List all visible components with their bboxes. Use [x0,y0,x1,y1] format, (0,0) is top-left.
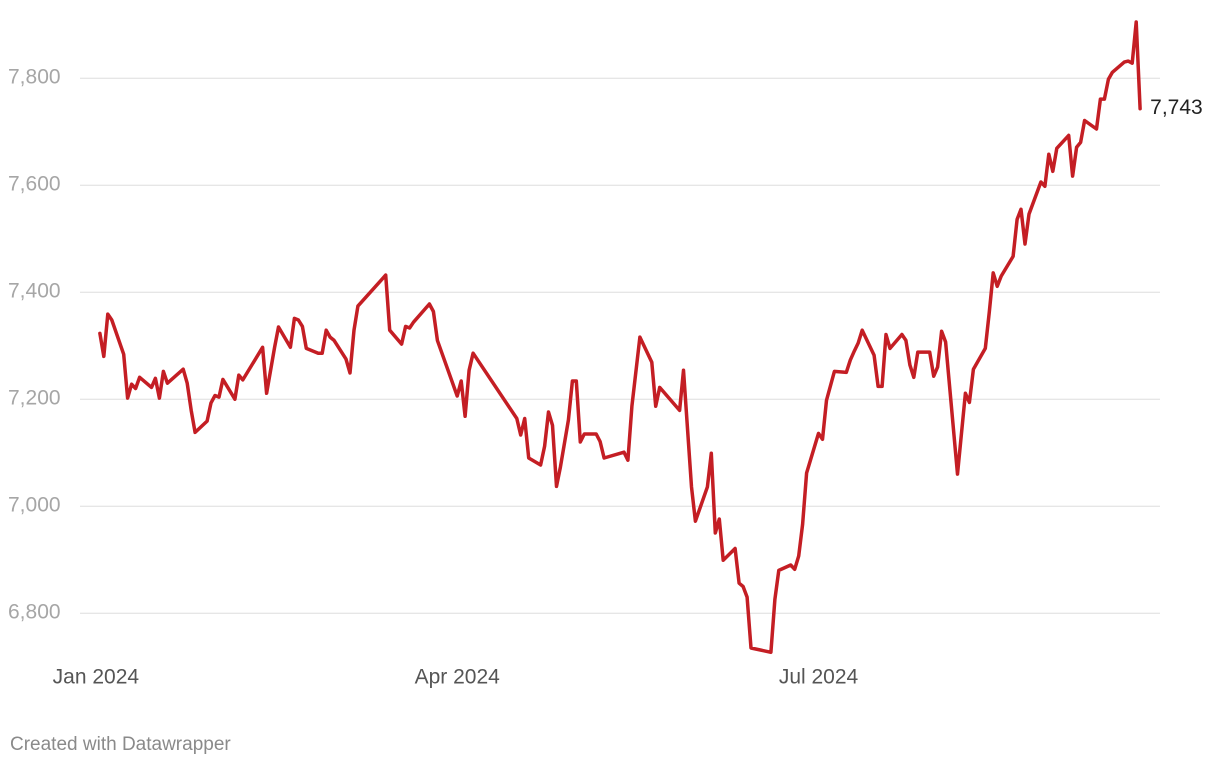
line [98,20,1142,655]
y-tick-label: 7,800 [8,66,61,89]
y-tick-label: 7,000 [8,494,61,517]
x-tick-label: Apr 2024 [415,666,501,689]
x-tick-label: Jul 2024 [779,666,859,689]
footer: Created with Datawrapper [10,734,231,755]
y-tick-label: 6,800 [8,601,61,624]
y-tick-label: 7,400 [8,280,61,303]
y-tick-label: 7,600 [8,173,61,196]
x-tick-label: Jan 2024 [53,666,140,689]
end-label: 7,743 [1150,96,1203,119]
y-tick-label: 7,200 [8,387,61,410]
